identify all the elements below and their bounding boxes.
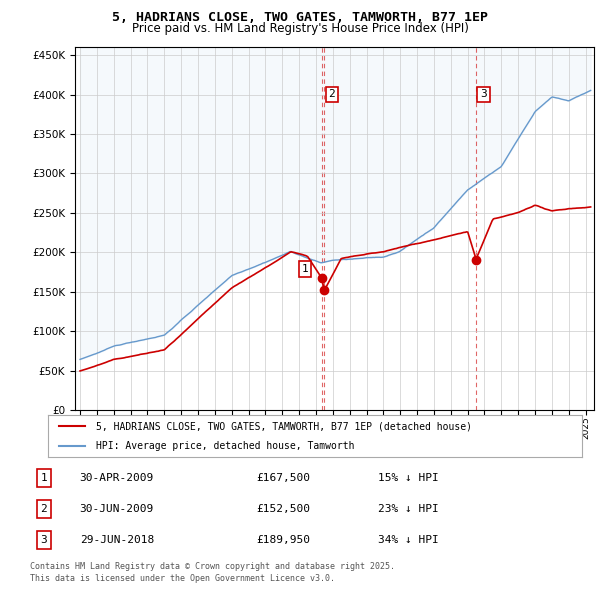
Text: 29-JUN-2018: 29-JUN-2018 <box>80 535 154 545</box>
Text: £167,500: £167,500 <box>256 473 310 483</box>
Text: 3: 3 <box>480 89 487 99</box>
Text: 3: 3 <box>40 535 47 545</box>
Text: 2: 2 <box>40 504 47 514</box>
Text: £152,500: £152,500 <box>256 504 310 514</box>
Text: 5, HADRIANS CLOSE, TWO GATES, TAMWORTH, B77 1EP (detached house): 5, HADRIANS CLOSE, TWO GATES, TAMWORTH, … <box>96 421 472 431</box>
Text: 23% ↓ HPI: 23% ↓ HPI <box>378 504 439 514</box>
Text: 30-APR-2009: 30-APR-2009 <box>80 473 154 483</box>
Text: Price paid vs. HM Land Registry's House Price Index (HPI): Price paid vs. HM Land Registry's House … <box>131 22 469 35</box>
Text: 1: 1 <box>40 473 47 483</box>
Text: Contains HM Land Registry data © Crown copyright and database right 2025.: Contains HM Land Registry data © Crown c… <box>30 562 395 571</box>
Text: 15% ↓ HPI: 15% ↓ HPI <box>378 473 439 483</box>
Text: 2: 2 <box>329 89 335 99</box>
Text: 30-JUN-2009: 30-JUN-2009 <box>80 504 154 514</box>
Text: HPI: Average price, detached house, Tamworth: HPI: Average price, detached house, Tamw… <box>96 441 355 451</box>
Text: 5, HADRIANS CLOSE, TWO GATES, TAMWORTH, B77 1EP: 5, HADRIANS CLOSE, TWO GATES, TAMWORTH, … <box>112 11 488 24</box>
Text: £189,950: £189,950 <box>256 535 310 545</box>
Text: This data is licensed under the Open Government Licence v3.0.: This data is licensed under the Open Gov… <box>30 574 335 583</box>
Text: 34% ↓ HPI: 34% ↓ HPI <box>378 535 439 545</box>
Text: 1: 1 <box>301 264 308 274</box>
